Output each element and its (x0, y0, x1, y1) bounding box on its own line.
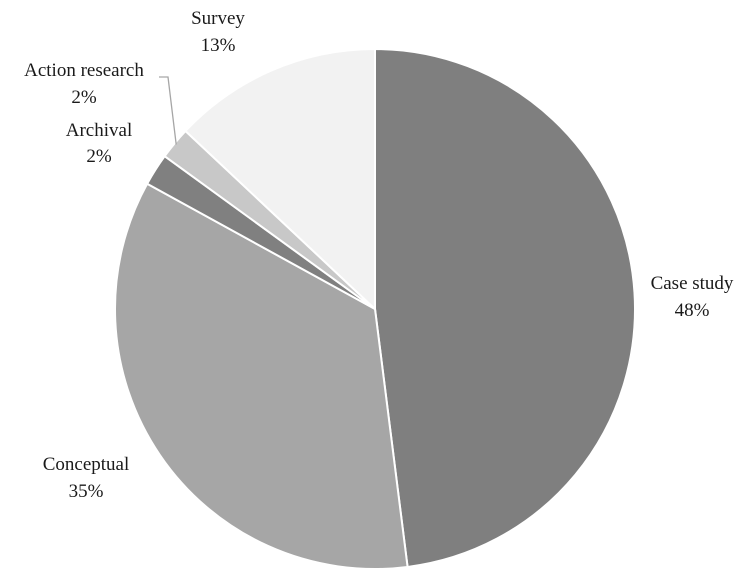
pie-slice-survey (184, 48, 376, 310)
slice-labels: Case study 48% Conceptual 35% Archival 2… (24, 8, 734, 502)
slice-label-survey-name: Survey (191, 8, 245, 29)
slice-label-conceptual-value: 35% (69, 481, 104, 502)
slice-label-archival-value: 2% (86, 146, 112, 167)
pie-slices (114, 48, 636, 570)
slice-label-action-research-value: 2% (71, 87, 97, 108)
slice-label-conceptual-name: Conceptual (43, 454, 130, 475)
pie-slice-case-study (374, 48, 636, 568)
slice-label-survey-value: 13% (201, 35, 236, 56)
slice-label-action-research-name: Action research (24, 60, 144, 81)
slice-label-archival-name: Archival (66, 120, 132, 141)
slice-label-case-study-name: Case study (651, 273, 734, 294)
slice-label-case-study-value: 48% (675, 300, 710, 321)
leader-lines (159, 76, 177, 145)
pie-slice-conceptual (114, 182, 409, 570)
leader-line-action-research (159, 76, 177, 145)
